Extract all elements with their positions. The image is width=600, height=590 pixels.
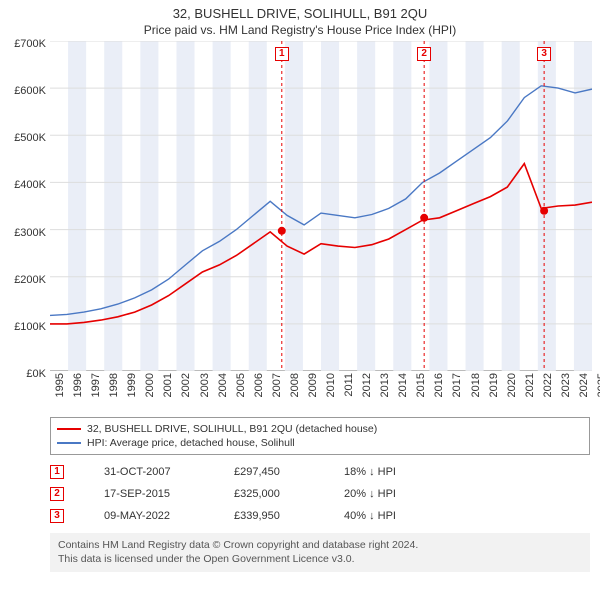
sale-row-flag: 3 <box>50 509 64 523</box>
x-tick-label: 1997 <box>90 373 102 397</box>
x-tick-label: 2007 <box>271 373 283 397</box>
sale-row: 3 09-MAY-2022 £339,950 40% ↓ HPI <box>50 505 590 527</box>
x-tick-label: 2010 <box>325 373 337 397</box>
x-axis-labels: 1995 1996 1997 1998 1999 2000 2001 2002 2003 2004… <box>50 371 592 413</box>
x-tick-label: 2017 <box>451 373 463 397</box>
sales-table: 1 31-OCT-2007 £297,450 18% ↓ HPI 2 17-SEP-201… <box>50 461 590 527</box>
y-tick-label: £400K <box>14 179 46 191</box>
sale-price: £297,450 <box>234 466 304 478</box>
sale-row-flag: 2 <box>50 487 64 501</box>
sale-price: £325,000 <box>234 488 304 500</box>
x-tick-label: 2021 <box>524 373 536 397</box>
legend-item: HPI: Average price, detached house, Soli… <box>57 436 583 450</box>
x-tick-label: 2019 <box>488 373 500 397</box>
x-tick-label: 1996 <box>72 373 84 397</box>
sale-diff: 20% ↓ HPI <box>344 488 434 500</box>
x-tick-label: 2008 <box>289 373 301 397</box>
sale-diff: 40% ↓ HPI <box>344 510 434 522</box>
x-tick-label: 1998 <box>108 373 120 397</box>
x-tick-label: 2000 <box>144 373 156 397</box>
x-tick-label: 2005 <box>235 373 247 397</box>
x-tick-label: 2009 <box>307 373 319 397</box>
x-tick-label: 2002 <box>180 373 192 397</box>
sale-price: £339,950 <box>234 510 304 522</box>
x-tick-label: 2001 <box>162 373 174 397</box>
x-tick-label: 1999 <box>126 373 138 397</box>
x-tick-label: 2016 <box>433 373 445 397</box>
legend-swatch <box>57 442 81 444</box>
chart-subtitle: Price paid vs. HM Land Registry's House … <box>0 21 600 41</box>
x-tick-label: 2013 <box>379 373 391 397</box>
sale-date: 17-SEP-2015 <box>104 488 194 500</box>
x-tick-label: 1995 <box>54 373 66 397</box>
x-tick-label: 2018 <box>470 373 482 397</box>
legend-swatch <box>57 428 81 430</box>
legend: 32, BUSHELL DRIVE, SOLIHULL, B91 2QU (de… <box>50 417 590 455</box>
x-tick-label: 2025 <box>596 373 600 397</box>
y-axis-labels: £0K£100K£200K£300K£400K£500K£600K£700K <box>0 44 50 374</box>
y-tick-label: £0K <box>26 368 46 380</box>
y-tick-label: £700K <box>14 38 46 50</box>
x-tick-label: 2003 <box>199 373 211 397</box>
sale-flag-3: 3 <box>537 47 551 61</box>
sale-row: 2 17-SEP-2015 £325,000 20% ↓ HPI <box>50 483 590 505</box>
sale-flag-2: 2 <box>417 47 431 61</box>
x-tick-label: 2014 <box>397 373 409 397</box>
y-tick-label: £200K <box>14 274 46 286</box>
chart-svg <box>50 41 592 371</box>
x-tick-label: 2012 <box>361 373 373 397</box>
y-tick-label: £300K <box>14 227 46 239</box>
x-tick-label: 2020 <box>506 373 518 397</box>
sale-row-flag: 1 <box>50 465 64 479</box>
attribution-line2: This data is licensed under the Open Gov… <box>58 553 582 567</box>
sale-date: 09-MAY-2022 <box>104 510 194 522</box>
x-tick-label: 2023 <box>560 373 572 397</box>
sale-date: 31-OCT-2007 <box>104 466 194 478</box>
y-tick-label: £600K <box>14 85 46 97</box>
attribution-box: Contains HM Land Registry data © Crown c… <box>50 533 590 572</box>
x-tick-label: 2006 <box>253 373 265 397</box>
sale-flag-1: 1 <box>275 47 289 61</box>
x-tick-label: 2024 <box>578 373 590 397</box>
sale-row: 1 31-OCT-2007 £297,450 18% ↓ HPI <box>50 461 590 483</box>
sale-diff: 18% ↓ HPI <box>344 466 434 478</box>
x-tick-label: 2011 <box>343 373 355 397</box>
y-tick-label: £100K <box>14 321 46 333</box>
x-tick-label: 2004 <box>217 373 229 397</box>
x-tick-label: 2015 <box>415 373 427 397</box>
attribution-line1: Contains HM Land Registry data © Crown c… <box>58 539 582 553</box>
legend-label: HPI: Average price, detached house, Soli… <box>87 437 295 449</box>
y-tick-label: £500K <box>14 132 46 144</box>
legend-item: 32, BUSHELL DRIVE, SOLIHULL, B91 2QU (de… <box>57 422 583 436</box>
chart-plot-area: 1 2 3 <box>50 41 592 371</box>
x-tick-label: 2022 <box>542 373 554 397</box>
chart-title: 32, BUSHELL DRIVE, SOLIHULL, B91 2QU <box>0 0 600 21</box>
legend-label: 32, BUSHELL DRIVE, SOLIHULL, B91 2QU (de… <box>87 423 377 435</box>
